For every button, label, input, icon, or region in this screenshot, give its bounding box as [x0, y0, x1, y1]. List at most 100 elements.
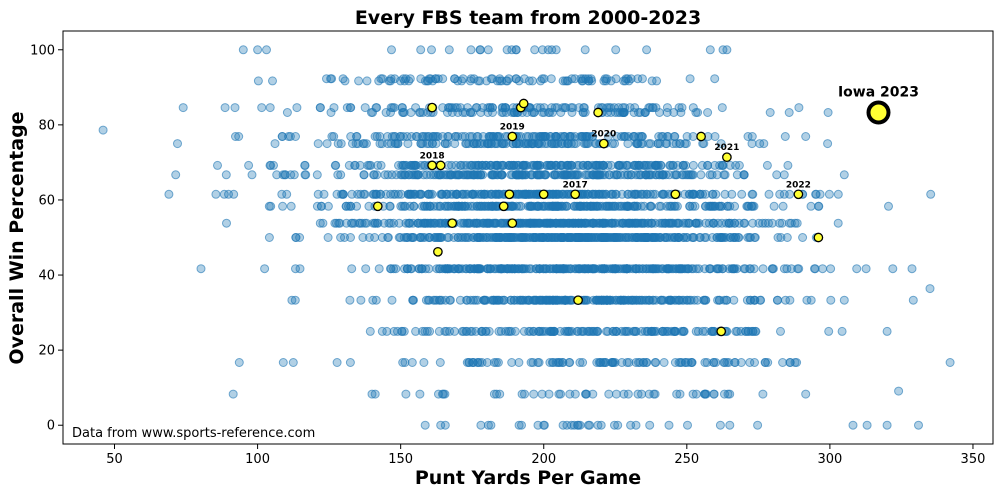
x-tick-label: 150: [388, 452, 413, 467]
team-point: [753, 420, 763, 430]
team-point: [529, 160, 538, 170]
team-point: [323, 201, 333, 211]
team-point: [649, 326, 659, 336]
y-tick-label: 60: [38, 193, 55, 208]
team-point: [778, 201, 788, 211]
team-point: [465, 170, 475, 180]
team-point: [721, 218, 731, 228]
team-point: [400, 170, 410, 180]
team-point: [643, 170, 653, 180]
team-point: [703, 160, 713, 170]
team-point: [457, 326, 467, 336]
team-point: [443, 264, 453, 274]
team-point: [415, 233, 425, 242]
team-point: [750, 233, 760, 242]
team-point: [398, 358, 408, 367]
team-point: [477, 160, 487, 170]
team-point: [688, 201, 698, 211]
team-point: [380, 170, 390, 180]
team-point: [266, 201, 276, 211]
iowa-point-label: 2018: [420, 151, 445, 161]
iowa-point: [427, 102, 437, 113]
team-point: [492, 295, 502, 305]
team-point: [649, 233, 659, 242]
team-point: [763, 358, 773, 367]
team-point: [702, 358, 712, 367]
team-point: [475, 45, 485, 55]
team-point: [724, 218, 734, 228]
team-point: [514, 420, 524, 430]
team-point: [811, 189, 821, 199]
team-point: [687, 264, 697, 274]
team-point: [424, 189, 434, 199]
team-point: [670, 132, 680, 141]
team-point: [483, 139, 493, 149]
team-point: [570, 74, 580, 84]
team-point: [801, 389, 811, 399]
team-point: [718, 160, 727, 170]
team-point: [326, 74, 336, 84]
team-point: [725, 201, 735, 211]
team-point: [719, 295, 729, 305]
team-point: [723, 201, 733, 211]
team-point: [396, 189, 406, 199]
team-point: [705, 264, 714, 274]
team-point: [780, 132, 790, 141]
team-point: [485, 264, 495, 274]
team-point: [925, 284, 935, 294]
team-point: [656, 295, 666, 305]
iowa-point: [447, 218, 458, 229]
team-point: [657, 189, 667, 199]
team-point: [769, 201, 779, 211]
team-point: [164, 189, 174, 199]
team-point: [631, 264, 641, 274]
team-point: [715, 233, 725, 242]
team-point: [694, 218, 704, 228]
team-point: [558, 170, 568, 180]
team-point: [706, 201, 716, 211]
team-point: [406, 108, 416, 117]
team-point: [583, 139, 593, 149]
team-point: [485, 103, 495, 113]
team-point: [486, 201, 496, 211]
team-point: [636, 189, 646, 199]
team-point: [749, 201, 759, 211]
team-point: [695, 189, 705, 199]
team-point: [650, 358, 660, 367]
team-point: [591, 189, 600, 199]
team-point: [397, 103, 407, 113]
team-point: [734, 233, 744, 242]
team-point: [455, 160, 465, 170]
team-point: [607, 139, 617, 149]
team-point: [664, 295, 674, 305]
team-point: [758, 264, 768, 274]
team-point: [539, 201, 549, 211]
iowa-point: [598, 138, 609, 149]
team-point: [550, 233, 560, 242]
team-point: [710, 74, 720, 84]
team-point: [710, 160, 720, 170]
team-point: [650, 264, 660, 274]
team-point: [786, 264, 796, 274]
team-point: [762, 160, 772, 170]
team-point: [544, 389, 554, 399]
team-point: [534, 218, 544, 228]
team-point: [463, 201, 473, 211]
team-point: [583, 420, 593, 430]
team-point: [625, 264, 635, 274]
team-point: [491, 358, 501, 367]
x-tick-label: 50: [106, 452, 123, 467]
team-point: [518, 233, 528, 242]
team-point: [178, 103, 188, 113]
team-point: [510, 264, 520, 274]
team-point: [674, 233, 684, 242]
team-point: [417, 264, 427, 274]
team-point: [573, 420, 582, 430]
team-point: [234, 358, 244, 367]
team-point: [726, 233, 736, 242]
team-point: [631, 420, 641, 430]
team-point: [292, 103, 302, 113]
team-point: [604, 170, 614, 180]
team-point: [360, 103, 370, 113]
